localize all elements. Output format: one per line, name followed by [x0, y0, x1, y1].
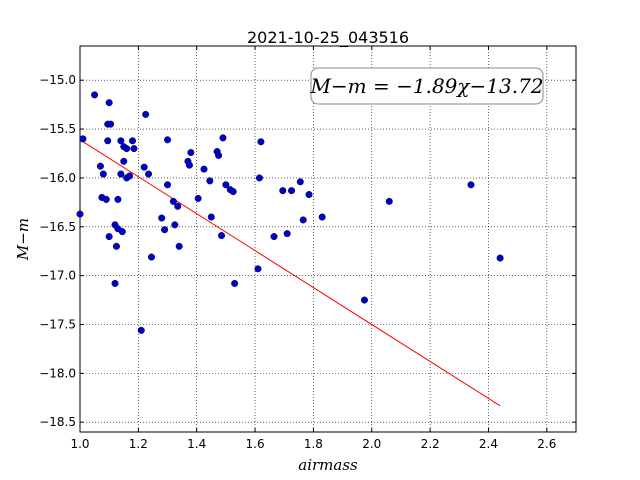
y-tick-label: −15.5 — [39, 122, 76, 136]
x-axis-label: airmass — [298, 456, 358, 474]
chart-title: 2021-10-25_043516 — [247, 28, 409, 48]
data-point — [118, 228, 126, 236]
data-point — [142, 110, 150, 118]
x-tick-label: 2.0 — [362, 437, 381, 451]
y-axis: −15.0 −15.5 −16.0 −16.5 −17.0 −17.5 −18.0 −18.5 — [39, 73, 576, 429]
data-points — [76, 91, 504, 334]
data-point — [231, 279, 239, 287]
data-point — [187, 149, 195, 157]
data-point — [219, 134, 227, 142]
data-point — [207, 213, 215, 221]
data-point — [254, 265, 262, 273]
data-point — [218, 232, 226, 240]
data-point — [126, 172, 134, 180]
x-axis: 1.0 1.2 1.4 1.6 1.8 2.0 2.2 2.4 2.6 — [70, 46, 556, 451]
data-point — [140, 163, 148, 171]
data-point — [299, 216, 307, 224]
data-point — [200, 165, 208, 173]
data-point — [112, 242, 120, 250]
data-point — [145, 170, 153, 178]
x-tick-label: 1.8 — [304, 437, 323, 451]
x-tick-label: 1.4 — [187, 437, 206, 451]
data-point — [102, 195, 110, 203]
y-tick-label: −17.0 — [39, 269, 76, 283]
y-axis-label: M−m — [14, 218, 32, 261]
data-point — [117, 170, 125, 178]
data-point — [255, 174, 263, 182]
data-point — [296, 178, 304, 186]
data-point — [185, 161, 193, 169]
data-point — [147, 253, 155, 261]
data-point — [117, 137, 125, 145]
data-point — [105, 99, 113, 107]
data-point — [257, 138, 265, 146]
data-point — [114, 195, 122, 203]
data-point — [161, 226, 169, 234]
data-point — [175, 242, 183, 250]
fit-label-box: M−m = −1.89χ−13.72 — [309, 67, 544, 105]
x-tick-label: 2.6 — [537, 437, 556, 451]
y-tick-label: −16.5 — [39, 220, 76, 234]
data-point — [279, 187, 287, 195]
data-point — [164, 181, 172, 189]
data-point — [318, 213, 326, 221]
data-point — [496, 254, 504, 262]
data-point — [305, 191, 313, 199]
data-point — [137, 326, 145, 334]
data-point — [385, 197, 393, 205]
y-tick-label: −18.5 — [39, 415, 76, 429]
data-point — [169, 197, 177, 205]
x-tick-label: 1.6 — [246, 437, 265, 451]
data-point — [104, 137, 112, 145]
data-point — [164, 136, 172, 144]
data-point — [129, 137, 137, 145]
data-point — [76, 210, 84, 218]
data-point — [194, 194, 202, 202]
data-point — [467, 181, 475, 189]
data-point — [99, 170, 107, 178]
data-point — [96, 162, 104, 170]
y-tick-label: −16.0 — [39, 171, 76, 185]
data-point — [283, 230, 291, 238]
data-point — [215, 151, 223, 159]
data-point — [123, 145, 131, 153]
data-point — [229, 188, 237, 196]
x-tick-label: 1.0 — [70, 437, 89, 451]
fit-label: M−m = −1.89χ−13.72 — [309, 74, 543, 98]
y-tick-label: −18.0 — [39, 366, 76, 380]
data-point — [105, 233, 113, 241]
y-tick-label: −15.0 — [39, 73, 76, 87]
data-point — [107, 120, 115, 128]
y-tick-label: −17.5 — [39, 318, 76, 332]
data-point — [360, 296, 368, 304]
data-point — [288, 187, 296, 195]
x-tick-label: 2.2 — [421, 437, 440, 451]
data-point — [158, 214, 166, 222]
x-tick-label: 1.2 — [129, 437, 148, 451]
data-point — [111, 279, 119, 287]
grid — [80, 46, 576, 432]
plot-area — [79, 45, 577, 433]
data-point — [270, 233, 278, 241]
data-point — [130, 145, 138, 153]
data-point — [79, 135, 87, 143]
data-point — [174, 202, 182, 210]
fit-line — [79, 139, 501, 407]
data-point — [222, 181, 230, 189]
data-point — [120, 157, 128, 165]
data-point — [206, 177, 214, 185]
x-tick-label: 2.4 — [479, 437, 498, 451]
data-point — [91, 91, 99, 99]
data-point — [171, 221, 179, 229]
